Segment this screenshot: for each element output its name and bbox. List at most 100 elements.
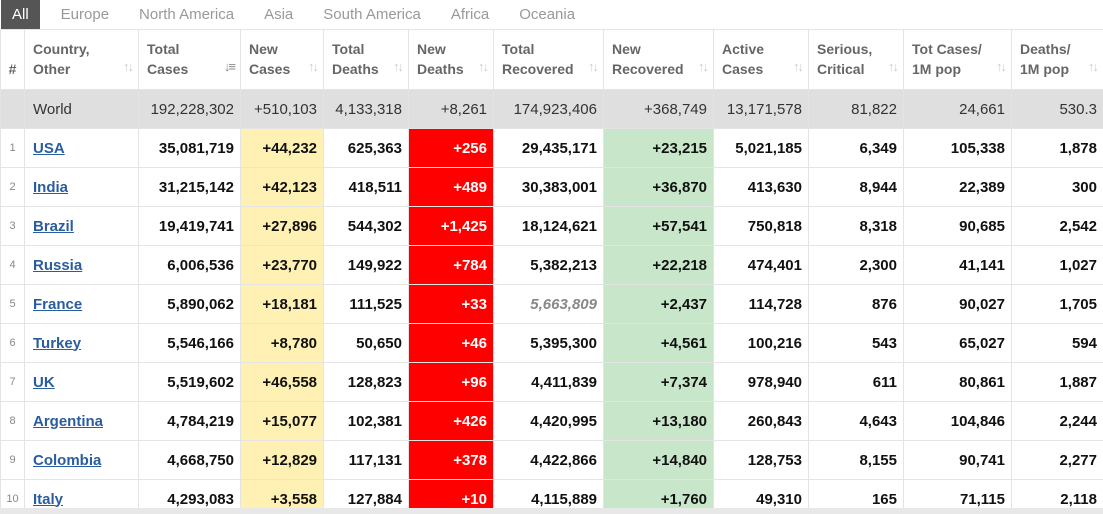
tab-oceania[interactable]: Oceania [519,6,576,23]
new-recovered: +57,541 [603,206,714,246]
row-index: 3 [0,206,25,246]
country-link[interactable]: India [33,178,69,196]
row-index: 1 [0,128,25,168]
sort-arrows-icon[interactable]: ↑↓ [698,59,709,74]
serious-critical: 876 [808,284,904,324]
table-row: 1 USA 35,081,719 +44,232 625,363 +256 29,435,1… [0,128,1103,168]
sort-arrows-icon[interactable]: ↑↓ [1088,59,1099,74]
new-cases: +12,829 [240,440,324,480]
header-tot-cases-1m[interactable]: Tot Cases/1M pop ↑↓ [903,29,1012,90]
active-cases: 5,021,185 [713,128,809,168]
tab-south-america[interactable]: South America [323,6,421,23]
row-index: 7 [0,362,25,402]
header-total-deaths[interactable]: Total Deaths ↑↓ [323,29,409,90]
new-cases: +8,780 [240,323,324,363]
header-total-recovered[interactable]: Total Recovered ↑↓ [493,29,604,90]
country-link[interactable]: UK [33,373,55,391]
row-index: 8 [0,401,25,441]
country-name: UK [24,362,139,402]
country-link[interactable]: Brazil [33,217,74,235]
tab-africa[interactable]: Africa [450,6,490,23]
sort-arrows-icon[interactable]: ↑↓ [478,59,489,74]
header-total-cases[interactable]: Total Cases ↓≡ [138,29,241,90]
deaths-per-1m: 300 [1011,167,1103,207]
new-recovered: +13,180 [603,401,714,441]
header-serious-critical[interactable]: Serious, Critical ↑↓ [808,29,904,90]
country-link[interactable]: Colombia [33,451,102,469]
header-row: # Country, Other ↑↓ Total Cases ↓≡ New Cases ↑… [0,29,1103,90]
country-name: Turkey [24,323,139,363]
tot-cases-per-1m: 80,861 [903,362,1012,402]
tab-all[interactable]: All [1,0,40,29]
country-link[interactable]: France [33,295,83,313]
tab-europe[interactable]: Europe [60,6,110,23]
total-cases: 5,890,062 [138,284,241,324]
row-index: 2 [0,167,25,207]
new-deaths: +378 [408,440,494,480]
new-recovered: +36,870 [603,167,714,207]
table-row: 5 France 5,890,062 +18,181 111,525 +33 5,663,8… [0,284,1103,324]
serious-critical: 2,300 [808,245,904,285]
sort-arrows-icon[interactable]: ↑↓ [888,59,899,74]
total-deaths: 50,650 [323,323,409,363]
row-index: 6 [0,323,25,363]
country-name: India [24,167,139,207]
tab-north-america[interactable]: North America [139,6,235,23]
total-cases: 5,519,602 [138,362,241,402]
total-cases: 5,546,166 [138,323,241,363]
sort-arrows-icon[interactable]: ↑↓ [793,59,804,74]
new-cases: +23,770 [240,245,324,285]
tot-cases-per-1m: 24,661 [903,89,1012,129]
total-recovered: 4,422,866 [493,440,604,480]
total-deaths: 418,511 [323,167,409,207]
header-deaths-1m[interactable]: Deaths/1M pop ↑↓ [1011,29,1103,90]
tot-cases-per-1m: 104,846 [903,401,1012,441]
sort-arrows-icon[interactable]: ↑↓ [588,59,599,74]
new-deaths: +1,425 [408,206,494,246]
serious-critical: 6,349 [808,128,904,168]
header-country[interactable]: Country, Other ↑↓ [24,29,139,90]
total-recovered: 4,411,839 [493,362,604,402]
sort-arrows-icon[interactable]: ↑↓ [308,59,319,74]
header-new-recovered[interactable]: New Recovered ↑↓ [603,29,714,90]
tot-cases-per-1m: 65,027 [903,323,1012,363]
table-row: 3 Brazil 19,419,741 +27,896 544,302 +1,425 18,… [0,206,1103,246]
sort-arrows-icon[interactable]: ↑↓ [393,59,404,74]
table-row: 2 India 31,215,142 +42,123 418,511 +489 30,383… [0,167,1103,207]
total-deaths: 4,133,318 [323,89,409,129]
new-deaths: +96 [408,362,494,402]
header-new-deaths[interactable]: New Deaths ↑↓ [408,29,494,90]
country-name: USA [24,128,139,168]
header-active-cases[interactable]: Active Cases ↑↓ [713,29,809,90]
sort-arrows-icon[interactable]: ↑↓ [996,59,1007,74]
country-name: France [24,284,139,324]
table-row: 4 Russia 6,006,536 +23,770 149,922 +784 5,382,… [0,245,1103,285]
new-deaths: +8,261 [408,89,494,129]
tab-asia[interactable]: Asia [264,6,294,23]
region-tabs: All Europe North America Asia South Amer… [0,0,1103,29]
header-new-cases[interactable]: New Cases ↑↓ [240,29,324,90]
horizontal-scrollbar[interactable] [0,508,1103,514]
active-cases: 100,216 [713,323,809,363]
sort-desc-icon[interactable]: ↓≡ [223,59,236,74]
deaths-per-1m: 1,878 [1011,128,1103,168]
row-index [0,89,25,129]
tot-cases-per-1m: 90,741 [903,440,1012,480]
country-link[interactable]: Russia [33,256,83,274]
sort-arrows-icon[interactable]: ↑↓ [123,59,134,74]
country-link[interactable]: Italy [33,490,64,508]
country-link[interactable]: Turkey [33,334,82,352]
new-recovered: +14,840 [603,440,714,480]
tot-cases-per-1m: 90,027 [903,284,1012,324]
country-link[interactable]: USA [33,139,65,157]
active-cases: 128,753 [713,440,809,480]
total-recovered: 18,124,621 [493,206,604,246]
table-row: 6 Turkey 5,546,166 +8,780 50,650 +46 5,395,300… [0,323,1103,363]
deaths-per-1m: 1,887 [1011,362,1103,402]
header-index: # [0,29,25,90]
country-link[interactable]: Argentina [33,412,104,430]
new-cases: +42,123 [240,167,324,207]
new-cases: +44,232 [240,128,324,168]
active-cases: 750,818 [713,206,809,246]
new-recovered: +368,749 [603,89,714,129]
